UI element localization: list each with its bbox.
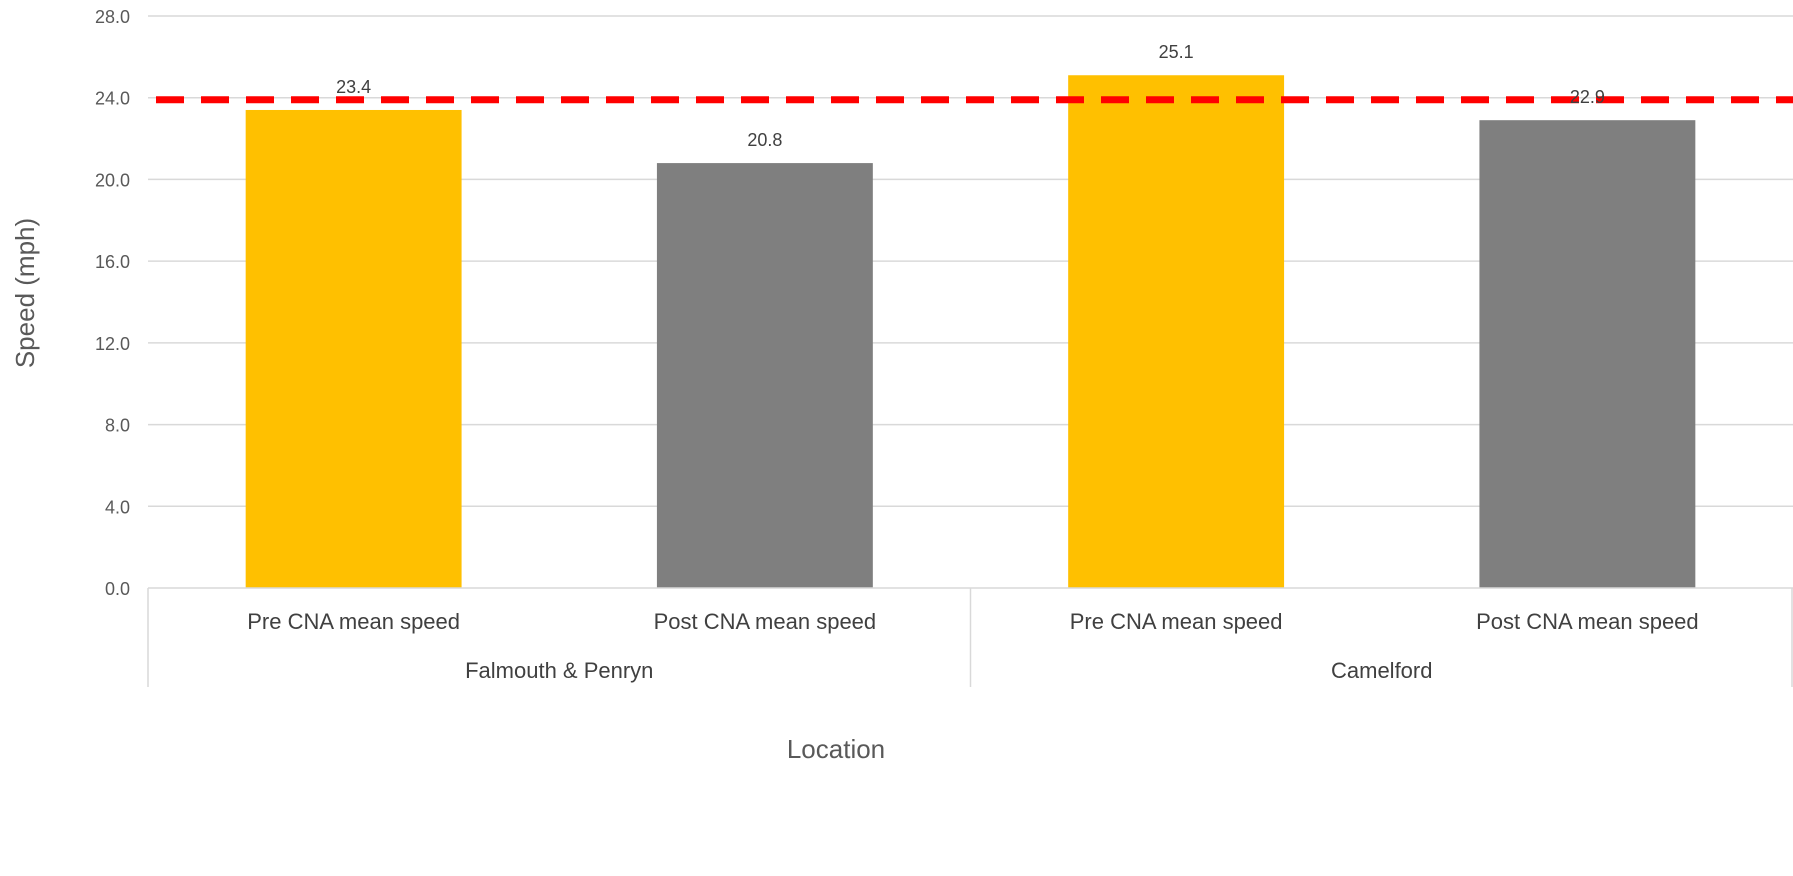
bar <box>1068 75 1285 588</box>
bar <box>245 109 462 588</box>
y-tick-label: 8.0 <box>105 416 130 436</box>
y-tick-label: 20.0 <box>95 170 130 190</box>
y-tick-label: 4.0 <box>105 497 130 517</box>
x-group-label: Falmouth & Penryn <box>465 658 653 683</box>
y-axis-ticks: 0.0 4.0 8.0 12.0 16.0 20.0 24.0 28.0 <box>95 7 130 599</box>
x-axis: Pre CNA mean speed Post CNA mean speedFal… <box>147 587 1793 687</box>
data-label: 20.8 <box>747 130 782 150</box>
x-category-label: Pre CNA mean speed <box>1070 609 1283 634</box>
x-category-label: Pre CNA mean speed <box>247 609 460 634</box>
y-tick-label: 24.0 <box>95 89 130 109</box>
bar <box>656 163 873 589</box>
y-axis-title: Speed (mph) <box>10 218 40 368</box>
x-group-label: Camelford <box>1331 658 1432 683</box>
x-category-label: Post CNA mean speed <box>654 609 877 634</box>
y-tick-label: 16.0 <box>95 252 130 272</box>
y-tick-label: 0.0 <box>105 579 130 599</box>
x-category-label: Post CNA mean speed <box>1476 609 1699 634</box>
y-tick-label: 28.0 <box>95 7 130 27</box>
x-axis-title: Location <box>787 734 885 764</box>
bar <box>1479 120 1696 588</box>
data-label: 23.4 <box>336 77 371 97</box>
data-label: 22.9 <box>1570 87 1605 107</box>
y-tick-label: 12.0 <box>95 334 130 354</box>
data-label: 25.1 <box>1159 42 1194 62</box>
bars <box>245 75 1696 589</box>
data-labels: 23.4 20.8 25.1 22.9 <box>336 42 1605 150</box>
